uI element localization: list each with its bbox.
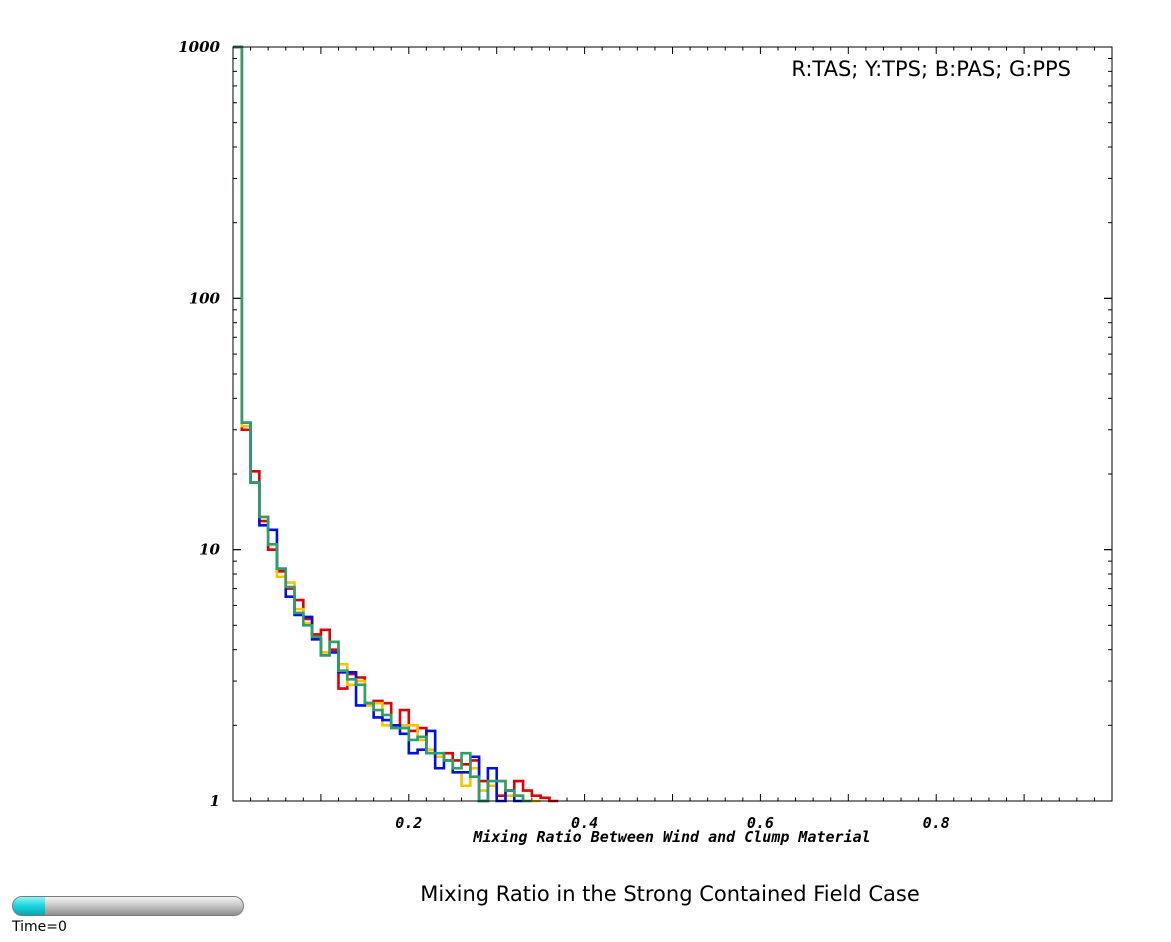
series-layer — [233, 45, 559, 803]
x-tick-label: 0.8 — [923, 814, 950, 832]
y-tick-label: 1 — [210, 792, 220, 810]
time-slider[interactable] — [12, 896, 244, 916]
time-label: Time=0 — [12, 919, 67, 935]
x-axis-title: Mixing Ratio Between Wind and Clump Mate… — [472, 828, 870, 846]
series-line-2 — [233, 45, 541, 803]
series-line-4 — [233, 45, 532, 803]
axis-ticks — [233, 46, 1112, 802]
time-slider-fill — [13, 897, 46, 915]
y-tick-label: 10 — [199, 541, 220, 559]
legend-text: R:TAS; Y:TPS; B:PAS; G:PPS — [791, 57, 1071, 81]
x-tick-label: 0.6 — [747, 814, 774, 832]
x-tick-label: 0.2 — [395, 814, 422, 832]
series-line-3 — [233, 45, 524, 803]
tick-labels: 0.2 0.4 0.6 0.8 1 10 100 1000 — [178, 38, 949, 832]
y-tick-label: 100 — [189, 289, 221, 307]
plot-frame — [232, 46, 1113, 802]
y-tick-label: 1000 — [178, 38, 220, 56]
x-tick-label: 0.4 — [571, 814, 598, 832]
series-line-1 — [233, 45, 559, 803]
plot-caption: Mixing Ratio in the Strong Contained Fie… — [420, 882, 920, 906]
